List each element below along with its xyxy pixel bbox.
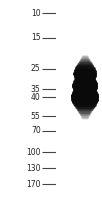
Text: 170: 170 (26, 180, 41, 189)
Text: 55: 55 (31, 112, 41, 121)
Text: 40: 40 (31, 93, 41, 102)
Text: 10: 10 (31, 9, 41, 18)
Text: 35: 35 (31, 85, 41, 94)
Text: 130: 130 (26, 164, 41, 173)
Text: 25: 25 (31, 64, 41, 73)
Text: 70: 70 (31, 126, 41, 135)
Text: 100: 100 (26, 148, 41, 157)
Text: 15: 15 (31, 33, 41, 42)
